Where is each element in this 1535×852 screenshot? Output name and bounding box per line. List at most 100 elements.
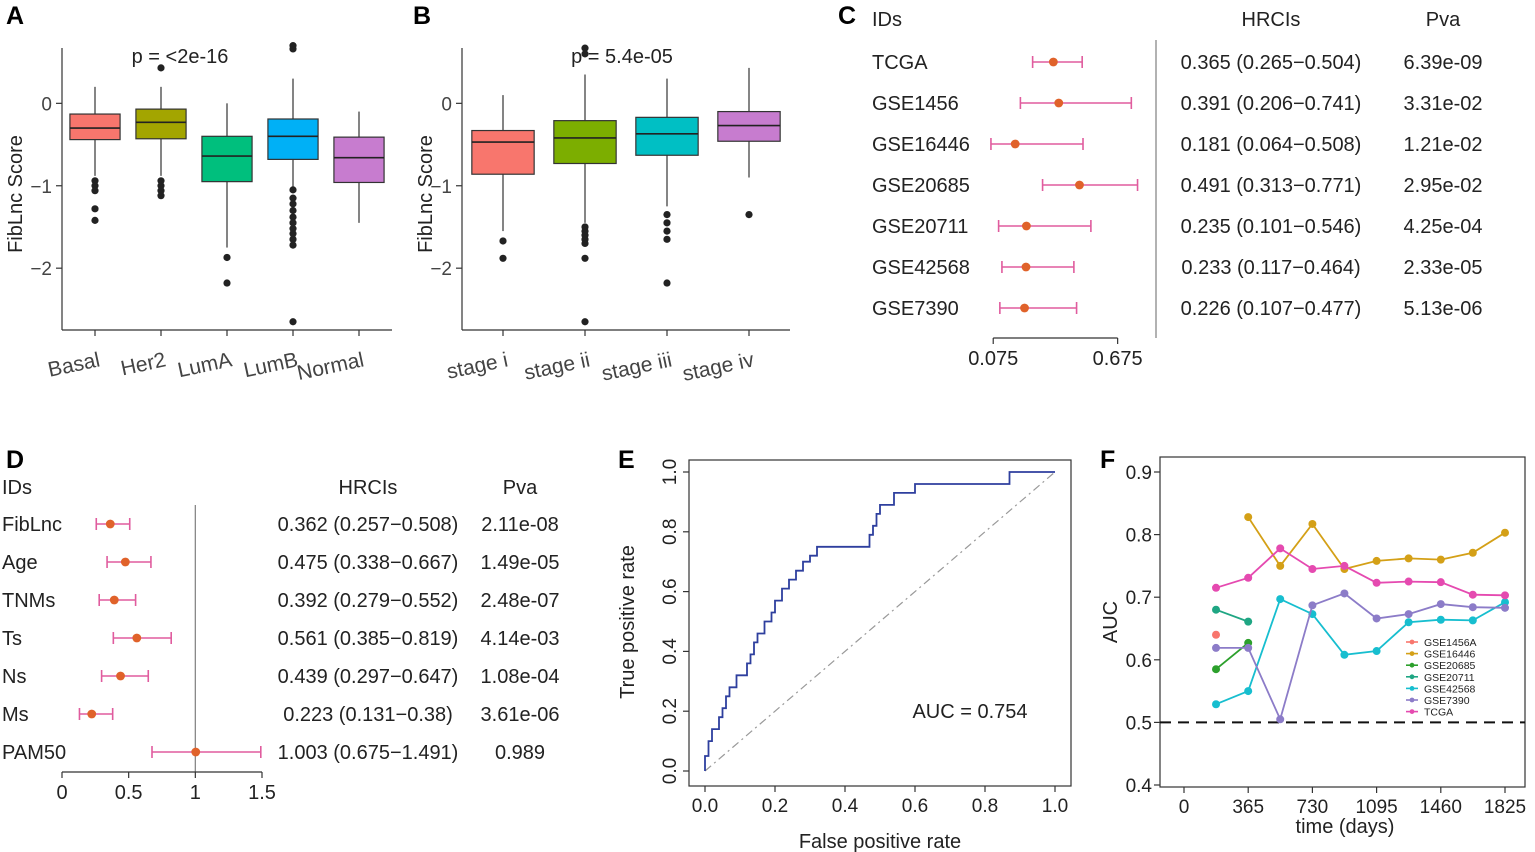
row-hrci: 0.491 (0.313−0.771)	[1181, 175, 1362, 197]
x-tick-label: stage i	[445, 348, 510, 383]
hr-point	[1021, 262, 1031, 272]
legend-label-gse7390: GSE7390	[1424, 695, 1470, 707]
outlier-point	[663, 211, 671, 219]
outlier-point	[499, 254, 507, 262]
panel-label-c: C	[838, 2, 856, 30]
y-tick-label: 0.8	[1126, 526, 1152, 547]
series-line-tcga	[1215, 547, 1506, 597]
outlier-point	[663, 219, 671, 227]
panel-label-a: A	[6, 2, 24, 30]
series-point-gse7390	[1340, 589, 1349, 598]
panel-d-forest: IDs HRCIs Pva 0 0.5 1 1.5 FibLnc 0.362 (0.257−0.…	[2, 477, 559, 804]
series-point-tcga	[1276, 544, 1285, 553]
series-point-gse20711	[1244, 617, 1253, 626]
hr-point	[1010, 139, 1020, 149]
y-axis-title: True positive rate	[617, 545, 639, 699]
y-tick-label: −1	[430, 177, 452, 198]
box-her2	[135, 108, 187, 140]
row-pva: 3.61e-06	[481, 704, 560, 726]
x-tick-label: 0.8	[972, 796, 998, 817]
header-pva: Pva	[503, 477, 538, 499]
auc-annotation: AUC = 0.754	[912, 701, 1027, 723]
x-tick-label: 1.5	[248, 782, 276, 804]
hr-point	[116, 671, 125, 681]
x-tick-label: Basal	[46, 348, 102, 381]
row-hrci: 0.391 (0.206−0.741)	[1181, 93, 1362, 115]
outlier-point	[663, 227, 671, 235]
series-point-gse7390	[1308, 601, 1317, 610]
header-hrcis: HRCIs	[1242, 9, 1301, 31]
row-hrci: 0.235 (0.101−0.546)	[1181, 216, 1362, 238]
outlier-point	[157, 182, 165, 190]
x-tick-label: 730	[1297, 797, 1329, 818]
row-id: PAM50	[2, 742, 66, 764]
p-value-label: p = <2e-16	[132, 46, 229, 68]
row-id: Ms	[2, 704, 29, 726]
x-tick-label: Normal	[295, 348, 366, 385]
legend-label-gse42568: GSE42568	[1424, 683, 1476, 695]
hr-point	[109, 595, 119, 605]
row-hrci: 0.439 (0.297−0.647)	[278, 666, 459, 688]
series-point-gse7390	[1244, 643, 1253, 652]
outlier-point	[157, 187, 165, 195]
row-pva: 2.48e-07	[481, 590, 560, 612]
row-id: GSE20685	[872, 175, 970, 197]
row-hrci: 0.392 (0.279−0.552)	[278, 590, 459, 612]
series-point-gse42568	[1340, 650, 1349, 659]
row-hrci: 0.362 (0.257−0.508)	[278, 514, 459, 536]
box-normal	[333, 136, 385, 184]
outlier-point	[91, 177, 99, 185]
series-point-gse42568	[1244, 687, 1253, 696]
series-line-gse20711	[1215, 608, 1249, 623]
outlier-point	[157, 64, 165, 72]
x-tick-label: 1095	[1355, 797, 1397, 818]
y-tick-label: 0.9	[1126, 463, 1152, 484]
legend-marker-gse42568	[1409, 686, 1415, 691]
series-point-gse42568	[1372, 647, 1381, 656]
series-point-gse7390	[1501, 603, 1509, 612]
series-line-gse7390	[1216, 592, 1506, 722]
x-axis-title: False positive rate	[799, 831, 961, 852]
panel-label-d: D	[6, 446, 24, 474]
outlier-point	[289, 206, 297, 215]
row-pva: 2.95e-02	[1404, 175, 1483, 197]
box-stage-iv	[717, 110, 781, 142]
outlier-point	[581, 239, 589, 248]
series-point-gse16446	[1244, 513, 1253, 522]
outlier-point	[289, 200, 297, 208]
outlier-point	[289, 213, 297, 221]
panel-f-auc-time: 0 365 730 1095 1460 1825 0.4 0.5 0.6 0.7 0.8 0.9 tim…	[1100, 456, 1526, 838]
x-tick-label: stage iii	[600, 348, 674, 385]
header-ids: IDs	[2, 477, 32, 499]
outlier-point	[663, 279, 671, 287]
series-point-gse16446	[1404, 554, 1413, 563]
outlier-point	[581, 254, 589, 262]
series-point-gse16446	[1436, 555, 1445, 564]
outlier-point	[91, 216, 99, 224]
outlier-point	[223, 253, 231, 262]
legend-marker-gse20711	[1409, 674, 1415, 680]
series-point-gse42568	[1436, 615, 1445, 624]
hr-point	[105, 519, 115, 529]
series-point-gse42568	[1501, 598, 1509, 607]
hr-point	[1021, 221, 1031, 231]
header-hrcis: HRCIs	[339, 477, 398, 499]
outlier-point	[157, 177, 165, 185]
series-line-gse42568	[1215, 597, 1506, 706]
hr-point	[1048, 57, 1058, 67]
row-hrci: 0.475 (0.338−0.667)	[278, 552, 459, 574]
x-tick-label: 1825	[1484, 797, 1526, 818]
row-id: GSE20711	[872, 216, 968, 238]
outlier-point	[289, 186, 297, 194]
y-axis-title: FibLnc Score	[415, 135, 437, 253]
hr-point	[191, 747, 201, 757]
y-tick-label: −2	[30, 259, 52, 280]
hr-point	[87, 709, 97, 719]
row-pva: 1.08e-04	[481, 666, 560, 688]
hr-point	[1020, 303, 1029, 313]
y-axis-title: AUC	[1100, 601, 1122, 643]
series-point-gse16446	[1468, 548, 1477, 557]
outlier-point	[91, 187, 99, 195]
x-tick-label: 0	[56, 782, 67, 804]
